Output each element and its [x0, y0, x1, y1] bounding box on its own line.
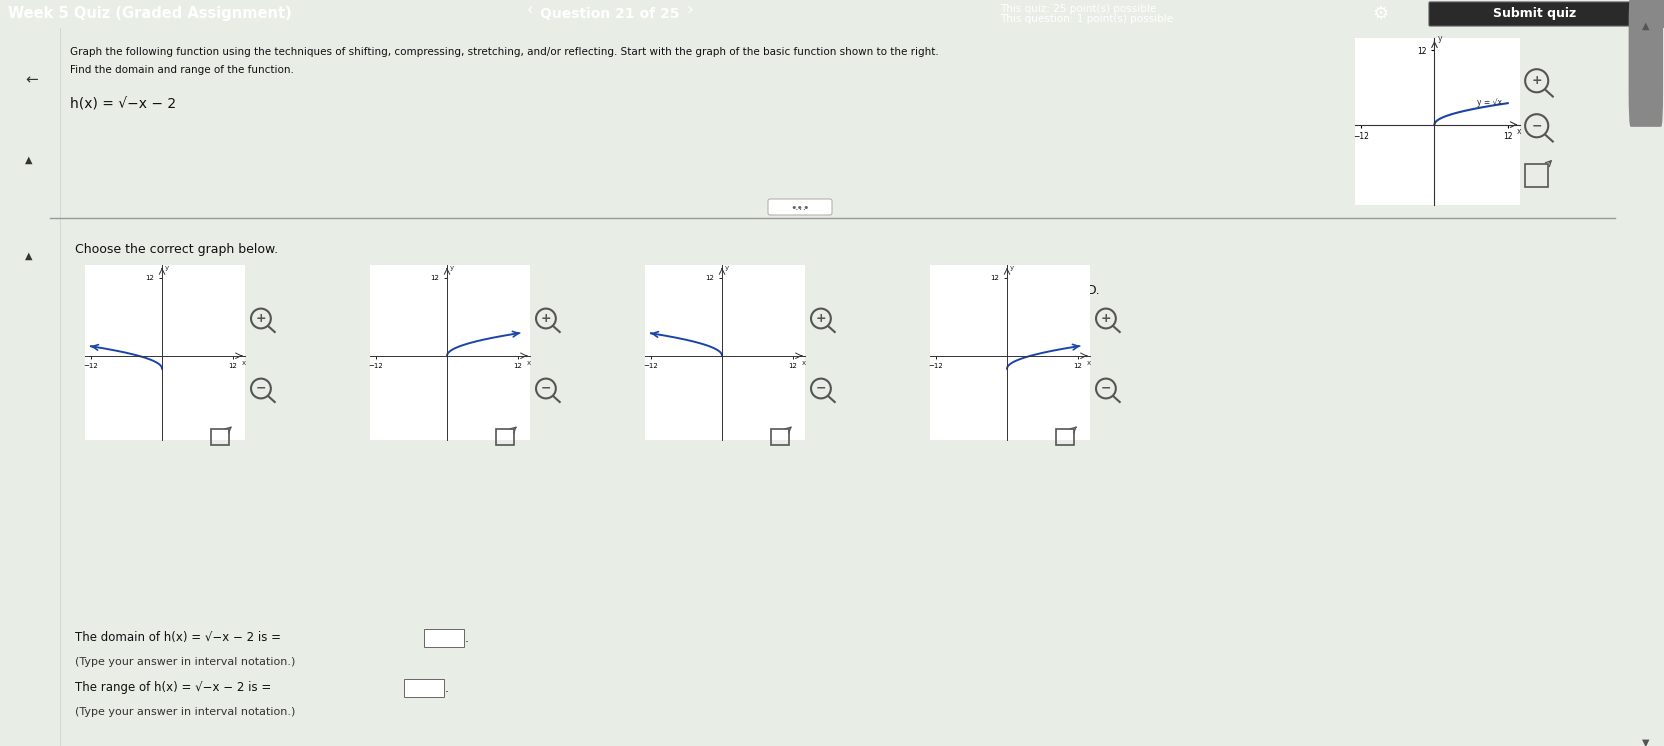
- Text: Week 5 Quiz (Graded Assignment): Week 5 Quiz (Graded Assignment): [8, 7, 291, 22]
- Text: y = √x: y = √x: [1476, 98, 1501, 107]
- Text: •••: •••: [790, 203, 809, 213]
- Text: x: x: [527, 360, 531, 366]
- FancyBboxPatch shape: [1627, 0, 1662, 127]
- Text: ▲: ▲: [25, 251, 33, 261]
- Text: h(x) = √−x − 2: h(x) = √−x − 2: [70, 98, 176, 112]
- Text: x: x: [802, 360, 805, 366]
- Text: .: .: [444, 682, 449, 695]
- Bar: [1055, 429, 1073, 445]
- Text: ›: ›: [686, 1, 692, 19]
- Text: ▼: ▼: [1641, 737, 1649, 746]
- Text: y: y: [724, 265, 729, 272]
- FancyBboxPatch shape: [767, 199, 832, 215]
- Text: Question 21 of 25: Question 21 of 25: [539, 7, 679, 21]
- FancyBboxPatch shape: [404, 679, 444, 697]
- Bar: [496, 429, 514, 445]
- FancyBboxPatch shape: [424, 629, 464, 647]
- Text: −: −: [256, 382, 266, 395]
- Text: y: y: [165, 265, 170, 272]
- Bar: [1644, 0, 1664, 28]
- Text: +: +: [541, 312, 551, 325]
- Text: −: −: [541, 382, 551, 395]
- Text: D.: D.: [1087, 283, 1100, 296]
- Text: y: y: [449, 265, 454, 272]
- Text: (Type your answer in interval notation.): (Type your answer in interval notation.): [75, 657, 295, 667]
- FancyBboxPatch shape: [1428, 2, 1641, 26]
- Text: This question: 1 point(s) possible: This question: 1 point(s) possible: [1000, 14, 1173, 24]
- Text: y: y: [1010, 265, 1013, 272]
- Text: ▲: ▲: [25, 155, 33, 165]
- Text: Submit quiz: Submit quiz: [1493, 7, 1576, 20]
- Text: (Type your answer in interval notation.): (Type your answer in interval notation.): [75, 707, 295, 717]
- Text: Graph the following function using the techniques of shifting, compressing, stre: Graph the following function using the t…: [70, 47, 938, 57]
- Text: …: …: [794, 202, 805, 212]
- Text: A.: A.: [141, 283, 155, 296]
- Text: +: +: [1100, 312, 1110, 325]
- Bar: [1524, 164, 1548, 186]
- Text: The range of h(x) = √−x − 2 is =: The range of h(x) = √−x − 2 is =: [75, 682, 271, 695]
- Text: x: x: [1516, 127, 1521, 136]
- Text: −: −: [1531, 119, 1541, 132]
- Text: ⚙: ⚙: [1371, 5, 1388, 23]
- Text: B.: B.: [456, 283, 469, 296]
- Text: −: −: [815, 382, 825, 395]
- Text: ←: ←: [25, 72, 38, 87]
- Text: ▲: ▲: [1641, 21, 1649, 31]
- Text: +: +: [256, 312, 266, 325]
- Text: C.: C.: [772, 283, 784, 296]
- Text: y: y: [1436, 34, 1441, 43]
- Text: Choose the correct graph below.: Choose the correct graph below.: [75, 243, 278, 257]
- Text: −: −: [1100, 382, 1110, 395]
- Text: Find the domain and range of the function.: Find the domain and range of the functio…: [70, 65, 295, 75]
- Text: +: +: [815, 312, 825, 325]
- Text: This quiz: 25 point(s) possible: This quiz: 25 point(s) possible: [1000, 4, 1155, 14]
- Text: .: .: [464, 632, 469, 645]
- Text: x: x: [1087, 360, 1090, 366]
- Text: +: +: [1531, 75, 1541, 87]
- Text: x: x: [241, 360, 246, 366]
- Bar: [770, 429, 789, 445]
- Text: The domain of h(x) = √−x − 2 is =: The domain of h(x) = √−x − 2 is =: [75, 632, 281, 645]
- Text: ‹: ‹: [526, 1, 532, 19]
- Bar: [211, 429, 230, 445]
